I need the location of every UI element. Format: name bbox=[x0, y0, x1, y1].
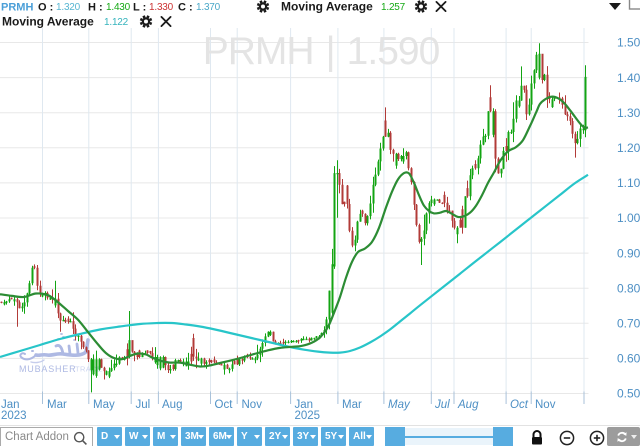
svg-text:1.300: 1.300 bbox=[617, 106, 640, 120]
svg-text:PRMH: PRMH bbox=[1, 2, 33, 14]
svg-text:Nov: Nov bbox=[535, 399, 556, 411]
svg-text:1.200: 1.200 bbox=[617, 141, 640, 155]
svg-text:Jul: Jul bbox=[434, 399, 450, 411]
svg-text:2023: 2023 bbox=[1, 410, 27, 422]
svg-text:Moving Average: Moving Average bbox=[281, 0, 373, 14]
svg-text:May: May bbox=[388, 399, 411, 411]
svg-text:Nov: Nov bbox=[242, 399, 263, 411]
svg-text:TRADE: TRADE bbox=[75, 365, 102, 374]
svg-text:0.700: 0.700 bbox=[617, 317, 640, 331]
svg-text:C :: C : bbox=[178, 2, 193, 14]
svg-text:0.600: 0.600 bbox=[617, 352, 640, 366]
svg-text:O :: O : bbox=[38, 2, 53, 14]
svg-text:1.000: 1.000 bbox=[617, 211, 640, 225]
svg-text:1.100: 1.100 bbox=[617, 176, 640, 190]
svg-text:Mar: Mar bbox=[47, 399, 67, 411]
svg-text:May: May bbox=[93, 399, 115, 411]
svg-text:Aug: Aug bbox=[457, 399, 479, 411]
svg-text:1.122: 1.122 bbox=[104, 17, 129, 28]
svg-text:1.430: 1.430 bbox=[106, 2, 131, 13]
svg-text:PRMH | 1.590: PRMH | 1.590 bbox=[203, 30, 440, 73]
svg-text:Aug: Aug bbox=[162, 399, 182, 411]
svg-text:1.320: 1.320 bbox=[56, 2, 81, 13]
svg-text:1.257: 1.257 bbox=[381, 2, 406, 13]
svg-text:Oct: Oct bbox=[510, 399, 529, 411]
svg-text:Mar: Mar bbox=[342, 399, 362, 411]
svg-text:1.400: 1.400 bbox=[617, 71, 640, 85]
svg-text:Jan: Jan bbox=[295, 399, 314, 411]
svg-text:Oct: Oct bbox=[215, 399, 234, 411]
svg-text:0.900: 0.900 bbox=[617, 246, 640, 260]
svg-text:2025: 2025 bbox=[295, 410, 321, 422]
svg-text:H :: H : bbox=[88, 2, 103, 14]
svg-text:MUBASHER: MUBASHER bbox=[19, 364, 76, 374]
svg-text:0.500: 0.500 bbox=[617, 387, 640, 401]
svg-text:Moving Average: Moving Average bbox=[2, 15, 94, 29]
svg-text:Jan: Jan bbox=[1, 399, 20, 411]
svg-text:Jul: Jul bbox=[136, 399, 151, 411]
svg-text:1.330: 1.330 bbox=[149, 2, 174, 13]
svg-text:1.370: 1.370 bbox=[196, 2, 221, 13]
svg-text:0.800: 0.800 bbox=[617, 281, 640, 295]
svg-text:1.500: 1.500 bbox=[617, 36, 640, 50]
svg-text:L :: L : bbox=[133, 2, 146, 14]
